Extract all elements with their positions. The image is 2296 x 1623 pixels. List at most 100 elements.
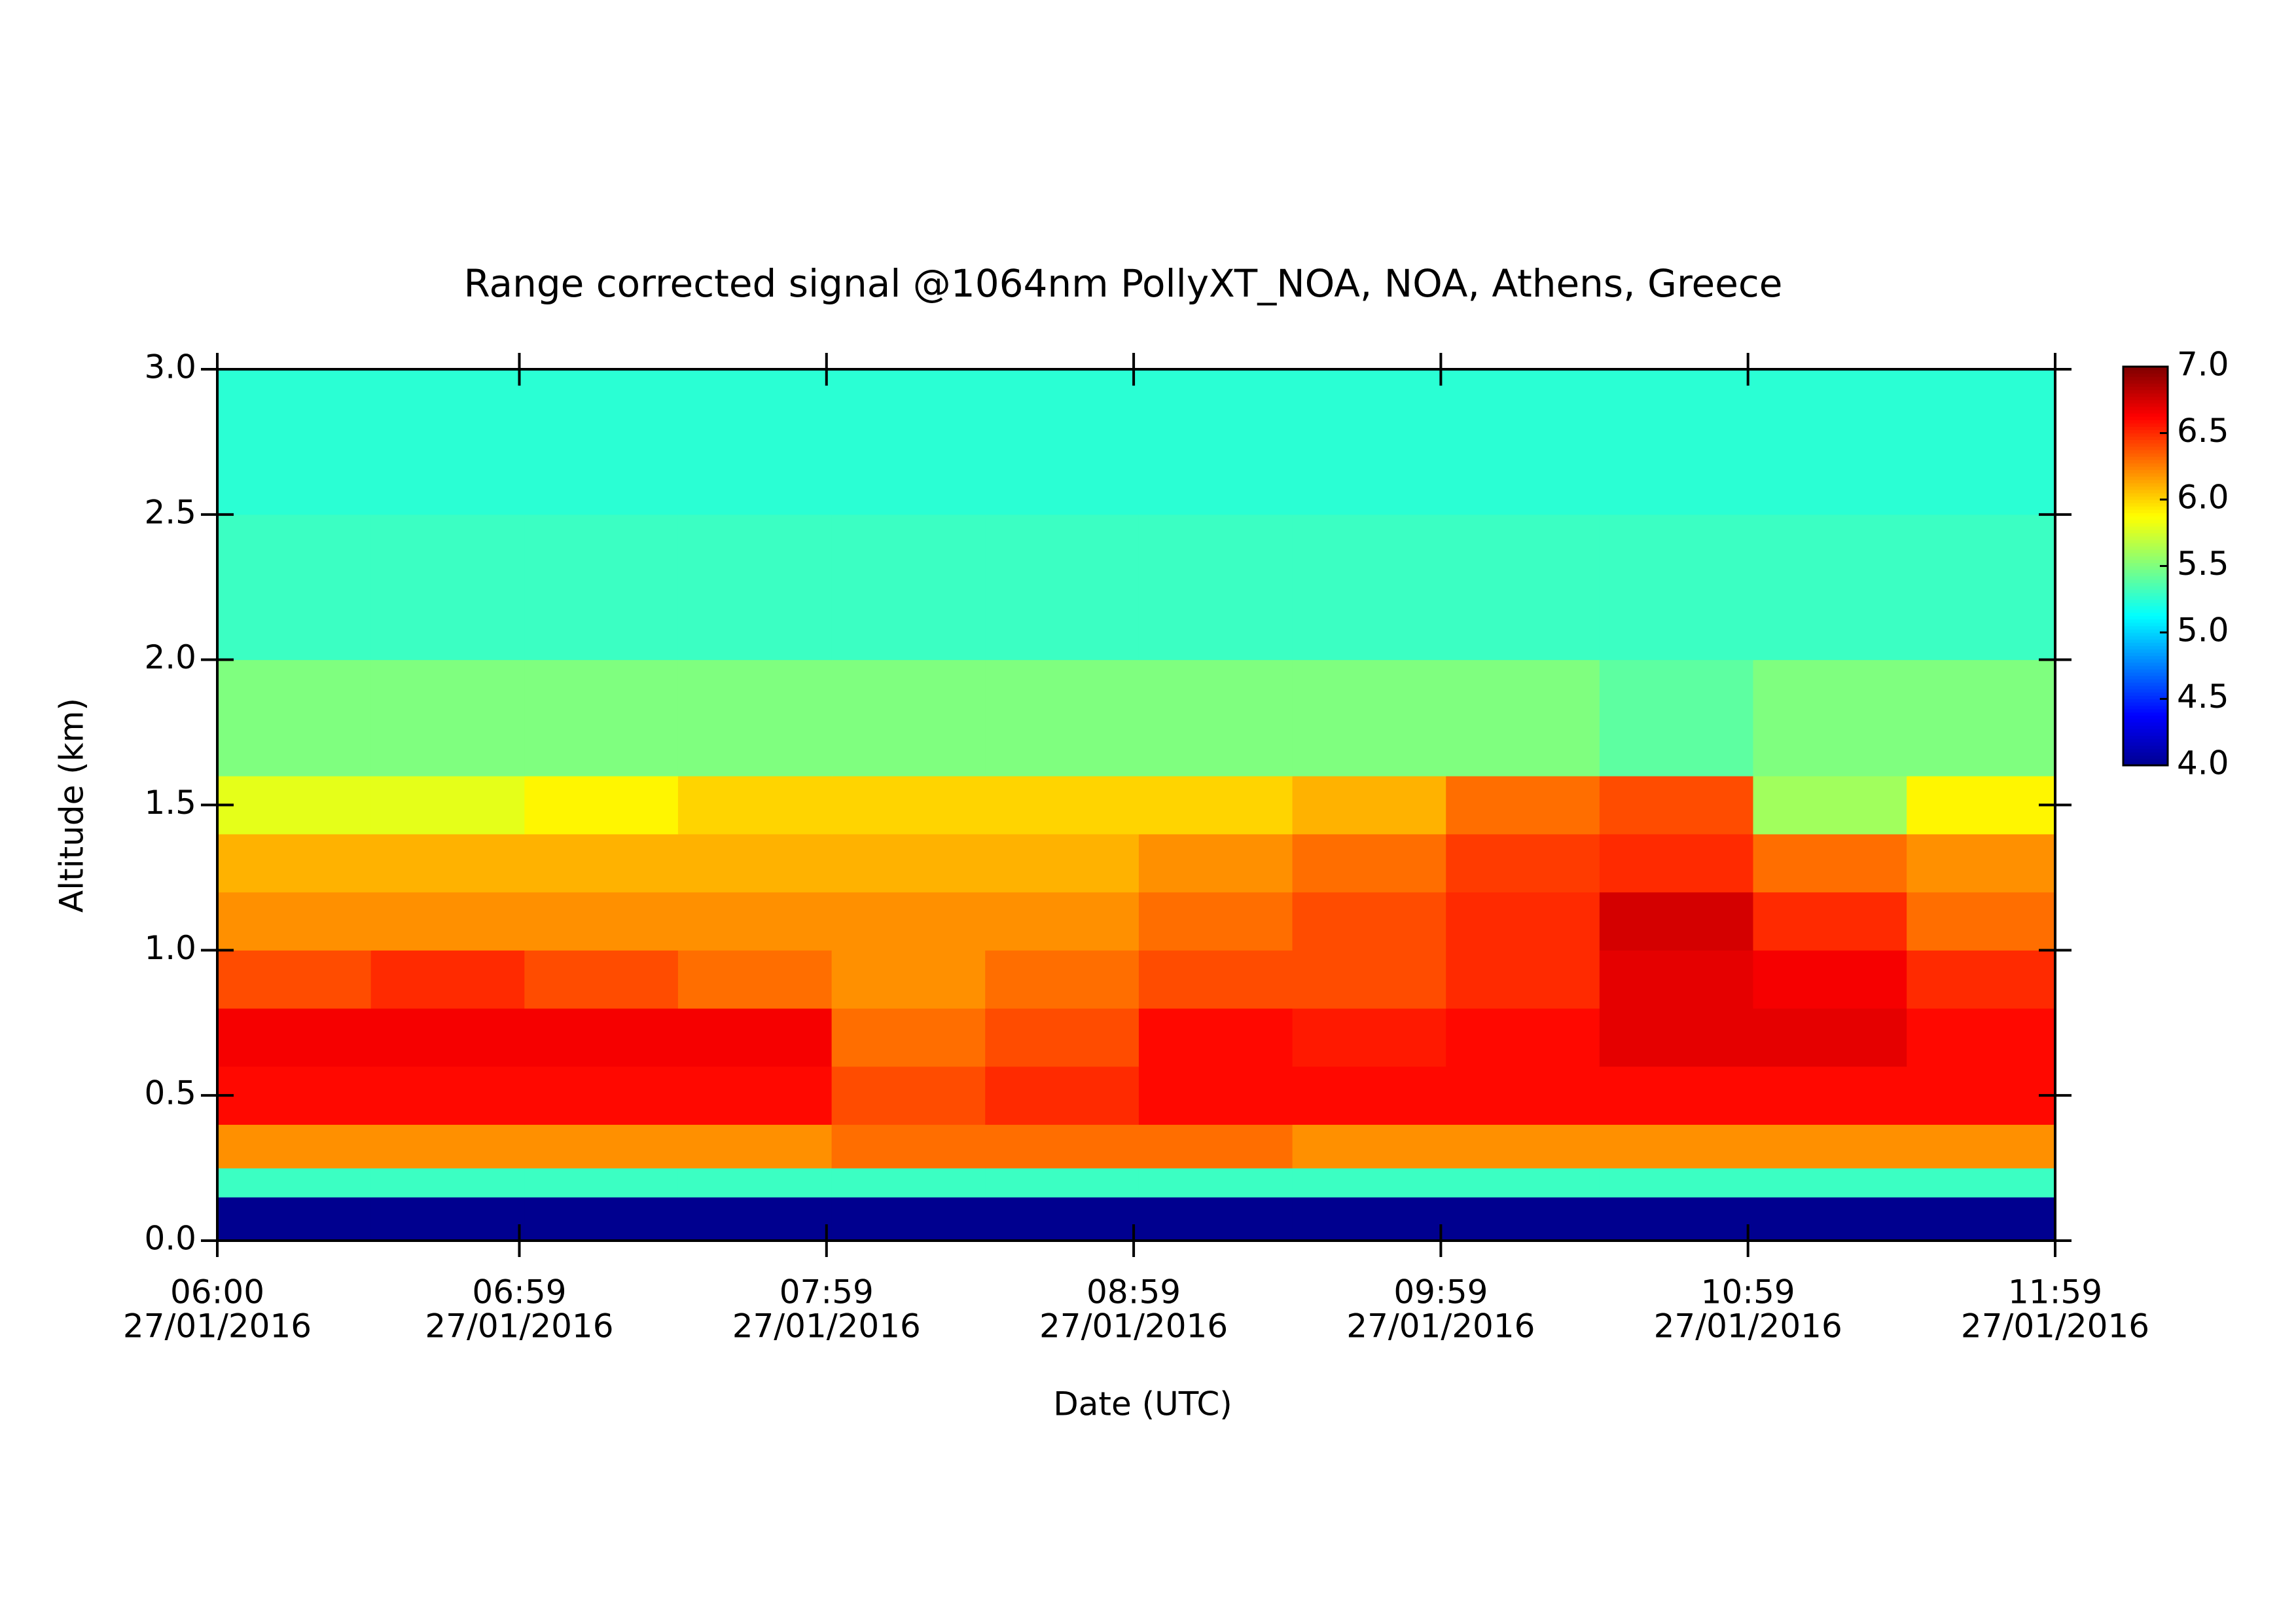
colorbar-step xyxy=(2123,708,2168,713)
x-tick-label: 11:59 xyxy=(2008,1273,2102,1311)
colorbar-step xyxy=(2123,699,2168,703)
heatmap-cell xyxy=(1599,776,1754,835)
colorbar-step xyxy=(2123,526,2168,530)
colorbar-step xyxy=(2123,629,2168,633)
colorbar-step xyxy=(2123,373,2168,377)
heatmap-cell xyxy=(524,1008,679,1067)
colorbar-step xyxy=(2123,609,2168,613)
heatmap-cell xyxy=(1446,369,1600,515)
heatmap-cell xyxy=(677,659,833,776)
colorbar-step xyxy=(2123,473,2168,477)
colorbar-step xyxy=(2123,522,2168,527)
x-tick-label: 08:59 xyxy=(1086,1273,1181,1311)
heatmap-cell xyxy=(1446,1168,1600,1197)
x-tick-label: 06:59 xyxy=(472,1273,566,1311)
heatmap-cell xyxy=(1753,659,1907,776)
heatmap-cell xyxy=(524,776,679,835)
colorbar-step xyxy=(2123,390,2168,394)
colorbar-step xyxy=(2123,433,2168,437)
colorbar-step xyxy=(2123,665,2168,670)
heatmap-cell xyxy=(1292,950,1446,1009)
heatmap-cell xyxy=(1599,369,1754,515)
colorbar-step xyxy=(2123,489,2168,494)
colorbar-step xyxy=(2123,383,2168,388)
heatmap-cell xyxy=(1138,776,1293,835)
colorbar-step xyxy=(2123,500,2168,503)
heatmap-cell xyxy=(1753,1008,1907,1067)
x-tick-date: 27/01/2016 xyxy=(425,1307,613,1345)
heatmap-cell xyxy=(677,1008,833,1067)
heatmap-cell xyxy=(985,659,1139,776)
heatmap-cell xyxy=(1599,1124,1754,1169)
colorbar-step xyxy=(2123,752,2168,756)
colorbar-step xyxy=(2123,722,2168,726)
heatmap-cell xyxy=(1599,1197,1754,1241)
heatmap-cell xyxy=(985,1168,1139,1197)
colorbar-step xyxy=(2123,718,2168,723)
colorbar-step xyxy=(2123,426,2168,431)
heatmap-cell xyxy=(1753,514,1907,661)
heatmap-cell xyxy=(677,514,833,661)
colorbar-step xyxy=(2123,443,2168,447)
colorbar-step xyxy=(2123,596,2168,600)
colorbar-step xyxy=(2123,655,2168,660)
colorbar-step xyxy=(2123,399,2168,404)
colorbar-step xyxy=(2123,452,2168,457)
heatmap-cell xyxy=(524,833,679,893)
colorbar-step xyxy=(2123,652,2168,657)
heatmap-cell xyxy=(831,1066,986,1125)
y-tick-label: 2.0 xyxy=(144,638,196,676)
heatmap-cell xyxy=(1292,1168,1446,1197)
heatmap-cell xyxy=(1599,833,1754,893)
colorbar-step xyxy=(2123,748,2168,753)
heatmap-cell xyxy=(1292,1066,1446,1125)
colorbar-step xyxy=(2123,739,2168,743)
colorbar-step xyxy=(2123,409,2168,414)
colorbar-step xyxy=(2123,476,2168,481)
heatmap-cell xyxy=(217,514,372,661)
heatmap-cell xyxy=(831,892,986,951)
heatmap-cell xyxy=(1599,950,1754,1009)
colorbar-step xyxy=(2123,625,2168,630)
colorbar-step xyxy=(2123,668,2168,673)
heatmap-cell xyxy=(831,1168,986,1197)
heatmap-cell xyxy=(985,833,1139,893)
colorbar-step xyxy=(2123,536,2168,540)
colorbar-step xyxy=(2123,556,2168,560)
heatmap-cell xyxy=(1292,833,1446,893)
heatmap-cell xyxy=(524,1066,679,1125)
colorbar-step xyxy=(2123,632,2168,636)
y-tick-label: 3.0 xyxy=(144,348,196,386)
colorbar-step xyxy=(2123,589,2168,593)
colorbar-step xyxy=(2123,367,2168,371)
colorbar-tick-label: 6.0 xyxy=(2177,479,2229,517)
heatmap-cell xyxy=(370,776,525,835)
heatmap-cell xyxy=(1599,1168,1754,1197)
colorbar-step xyxy=(2123,456,2168,460)
colorbar-step xyxy=(2123,509,2168,513)
heatmap-cell xyxy=(1446,1066,1600,1125)
heatmap-cell xyxy=(1138,1008,1293,1067)
heatmap-cell xyxy=(524,514,679,661)
colorbar-step xyxy=(2123,672,2168,676)
colorbar-tick-label: 6.5 xyxy=(2177,412,2229,450)
heatmap-cell xyxy=(1907,1008,2056,1067)
heatmap-cell xyxy=(524,1197,679,1241)
heatmap-cell xyxy=(1138,514,1293,661)
colorbar-step xyxy=(2123,725,2168,729)
heatmap-cell xyxy=(831,369,986,515)
heatmap-cell xyxy=(1599,1008,1754,1067)
heatmap-cell xyxy=(1138,1168,1293,1197)
colorbar-step xyxy=(2123,539,2168,543)
colorbar-step xyxy=(2123,483,2168,487)
heatmap-cell xyxy=(1446,892,1600,951)
heatmap-cell xyxy=(677,1124,833,1169)
colorbar-step xyxy=(2123,416,2168,420)
heatmap-cell xyxy=(1907,1197,2056,1241)
colorbar-step xyxy=(2123,429,2168,434)
colorbar-tick-label: 4.5 xyxy=(2177,678,2229,716)
heatmap-cell xyxy=(1753,833,1907,893)
colorbar-step xyxy=(2123,675,2168,680)
heatmap-cell xyxy=(1753,1168,1907,1197)
heatmap-cell xyxy=(370,892,525,951)
